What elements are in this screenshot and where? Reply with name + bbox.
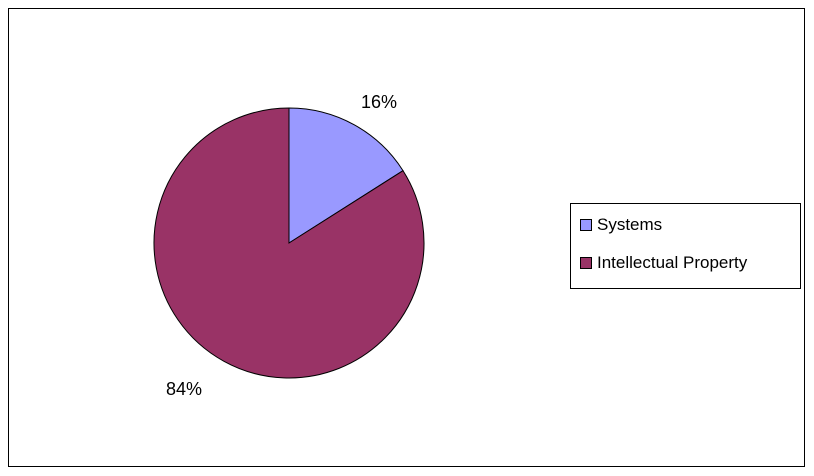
legend-swatch-intellectual-property	[580, 257, 592, 269]
data-label-systems: 16%	[361, 92, 398, 112]
legend-swatch-systems	[580, 219, 592, 231]
chart-frame: 16% 84% Systems Intellectual Property	[8, 8, 805, 467]
legend-item-systems: Systems	[580, 214, 662, 236]
pie-slice-systems	[288, 107, 404, 244]
data-label-intellectual-property: 84%	[166, 379, 203, 399]
legend-label-systems: Systems	[597, 215, 663, 234]
pie-chart	[153, 107, 425, 379]
chart-legend: Systems Intellectual Property	[570, 203, 801, 289]
pie-slice-intellectual-property	[153, 107, 425, 379]
legend-label-intellectual-property: Intellectual Property	[597, 253, 748, 272]
legend-item-intellectual-property: Intellectual Property	[580, 252, 747, 274]
